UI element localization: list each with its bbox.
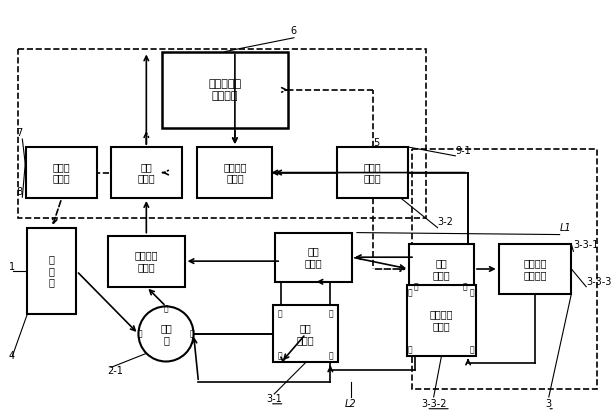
Bar bbox=[27, 228, 76, 314]
Text: 激
光
器: 激 光 器 bbox=[49, 254, 55, 288]
Text: 一: 一 bbox=[408, 288, 413, 297]
Text: 四: 四 bbox=[408, 345, 413, 354]
Bar bbox=[108, 236, 184, 287]
Text: 二: 二 bbox=[329, 310, 334, 319]
Text: 3-2: 3-2 bbox=[438, 217, 453, 227]
Text: 8: 8 bbox=[17, 187, 23, 197]
Text: 三: 三 bbox=[470, 345, 474, 354]
Text: L2: L2 bbox=[345, 399, 357, 409]
Bar bbox=[18, 49, 426, 218]
Text: 模数
转换器: 模数 转换器 bbox=[138, 162, 155, 183]
Text: 第一法拉
第旋转器: 第一法拉 第旋转器 bbox=[523, 258, 547, 280]
Bar bbox=[26, 147, 97, 198]
Text: 光纤
移相器: 光纤 移相器 bbox=[433, 258, 450, 280]
Text: L1: L1 bbox=[560, 223, 571, 233]
Text: 3-3-3: 3-3-3 bbox=[586, 277, 611, 287]
Text: 6: 6 bbox=[291, 26, 297, 36]
Bar bbox=[197, 147, 272, 198]
Text: 第一
分束器: 第一 分束器 bbox=[297, 323, 314, 345]
Text: 光纤
延时线: 光纤 延时线 bbox=[305, 247, 322, 268]
Text: 4: 4 bbox=[9, 351, 15, 361]
Text: 一: 一 bbox=[138, 330, 143, 339]
Bar bbox=[162, 51, 288, 128]
Text: 第一稳
相电路: 第一稳 相电路 bbox=[364, 162, 381, 183]
Text: 一: 一 bbox=[414, 282, 418, 291]
Text: 环形
器: 环形 器 bbox=[160, 323, 172, 345]
Bar bbox=[273, 305, 338, 362]
Text: 1: 1 bbox=[9, 262, 15, 272]
Text: 第一光电
探测器: 第一光电 探测器 bbox=[135, 250, 158, 272]
Text: 二: 二 bbox=[470, 288, 474, 297]
Text: 2-1: 2-1 bbox=[107, 366, 123, 376]
Text: 四: 四 bbox=[278, 351, 282, 360]
Text: 7: 7 bbox=[17, 128, 23, 138]
Bar bbox=[409, 244, 474, 293]
Text: 三: 三 bbox=[164, 305, 169, 314]
Text: 3: 3 bbox=[546, 399, 552, 409]
Text: 二: 二 bbox=[189, 330, 194, 339]
Circle shape bbox=[138, 306, 194, 361]
Bar bbox=[499, 244, 571, 293]
Bar bbox=[111, 147, 182, 198]
Text: 第一温
控模块: 第一温 控模块 bbox=[53, 162, 71, 183]
Text: 三: 三 bbox=[329, 351, 334, 360]
Text: 5: 5 bbox=[373, 138, 379, 148]
Text: 9-1: 9-1 bbox=[455, 146, 471, 156]
Text: 第一偏振
分束器: 第一偏振 分束器 bbox=[430, 309, 453, 331]
Text: 3-3-1: 3-3-1 bbox=[573, 240, 599, 250]
Text: 第二光电
探测器: 第二光电 探测器 bbox=[223, 162, 247, 183]
Text: 一: 一 bbox=[278, 310, 282, 319]
Bar bbox=[276, 232, 352, 282]
Text: 3-1: 3-1 bbox=[266, 394, 282, 404]
Text: 3-3-2: 3-3-2 bbox=[421, 399, 446, 409]
Text: 二: 二 bbox=[463, 282, 467, 291]
Bar bbox=[337, 147, 408, 198]
Bar bbox=[407, 285, 476, 356]
Text: 数据采集与
处理模块: 数据采集与 处理模块 bbox=[208, 79, 242, 101]
Bar bbox=[412, 149, 597, 389]
